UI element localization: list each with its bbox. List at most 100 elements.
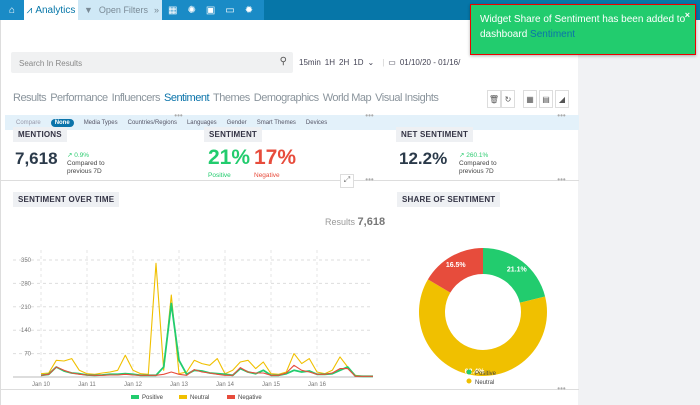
chevron-down-icon[interactable]: ⌄ [367, 58, 375, 67]
tab-demographics[interactable]: Demographics [253, 92, 319, 104]
legend-label: Positive [142, 395, 164, 400]
time-selector: 15min 1H 2H 1D ⌄ | ▭ 01/10/20 - 01/16/ [299, 58, 460, 67]
compare-smart-themes[interactable]: Smart Themes [256, 119, 296, 126]
slice-label: 16.5% [446, 262, 467, 269]
results-label: Results [325, 217, 356, 227]
sentiment-over-time-chart: 70 140 210 280 350 Jan 10 Jan 11 Jan 12 Jan 13 Ja… [13, 250, 373, 400]
compare-media-types[interactable]: Media Types [83, 119, 118, 126]
dashboard-link[interactable]: Sentiment [530, 29, 576, 40]
pie-slice-negative [427, 248, 483, 293]
home-button[interactable]: ⌂ [0, 0, 24, 20]
legend-label: Neutral [190, 395, 209, 400]
x-tick-label: Jan 12 [124, 382, 143, 388]
widget-menu-button[interactable]: ••• [174, 111, 183, 120]
time-1h[interactable]: 1H [324, 58, 336, 67]
over-time-title: SENTIMENT OVER TIME [13, 192, 120, 207]
negative-label: Negative [254, 172, 280, 179]
mentions-delta: ↗ 0.9% Compared to previous 7D [67, 152, 105, 175]
net-sentiment-title: NET SENTIMENT [396, 127, 474, 142]
mentions-title: MENTIONS [13, 127, 67, 142]
y-tick-label: 70 [24, 352, 31, 358]
filters-label: Open Filters [98, 5, 148, 15]
alert-button[interactable]: ◢ [555, 90, 569, 108]
tab-bar: Results Performance Influencers Sentimen… [13, 92, 439, 104]
widget-menu-button[interactable]: ••• [557, 175, 566, 184]
tab-results[interactable]: Results [13, 92, 47, 104]
delta-value: 0.9% [74, 152, 90, 159]
y-tick-label: 350 [21, 258, 32, 264]
net-delta: ↗ 260.1% Compared to previous 7D [459, 152, 497, 175]
x-tick-label: Jan 16 [308, 382, 327, 388]
compare-devices[interactable]: Devices [305, 119, 328, 126]
lightbulb-icon[interactable]: ✺ [187, 4, 196, 16]
dashboard-icon[interactable]: ▦ [168, 4, 178, 16]
series-line-negative [40, 364, 373, 377]
x-tick-label: Jan 15 [262, 382, 281, 388]
slice-label: 62.4% [465, 368, 486, 375]
search-icon[interactable]: ⚲ [279, 56, 287, 67]
series-line-positive [40, 302, 373, 378]
negative-value: 17% [254, 146, 297, 169]
report-icon[interactable]: ▣ [205, 4, 216, 16]
search-placeholder: Search In Results [19, 59, 83, 68]
monitor-icon[interactable]: ▭ [225, 4, 235, 16]
sentiment-title: SENTIMENT [204, 127, 263, 142]
legend-dot [466, 369, 472, 375]
legend-dot [466, 378, 472, 384]
results-value: 7,618 [357, 216, 386, 228]
share-title: SHARE OF SENTIMENT [397, 192, 501, 207]
x-tick-label: Jan 10 [32, 382, 51, 388]
widget-menu-button[interactable]: ••• [557, 384, 566, 393]
compare-none[interactable]: None [50, 118, 74, 127]
search-input[interactable]: Search In Results ⚲ [11, 52, 293, 73]
y-tick-label: 140 [21, 328, 32, 334]
positive-value: 21% [208, 146, 251, 169]
calendar-icon[interactable]: ▭ [388, 58, 396, 67]
date-range[interactable]: 01/10/20 - 01/16/ [399, 58, 461, 67]
compare-label: Compare [16, 119, 41, 126]
tab-performance[interactable]: Performance [50, 92, 108, 104]
main-content: Search In Results ⚲ 15min 1H 2H 1D ⌄ | ▭ … [0, 20, 579, 405]
notification-toast: Widget Share of Sentiment has been added… [470, 4, 696, 55]
time-2h[interactable]: 2H [339, 58, 350, 67]
home-icon: ⌂ [8, 4, 16, 16]
widget-menu-button[interactable]: ••• [365, 111, 374, 120]
compare-languages[interactable]: Languages [186, 119, 217, 126]
delete-button[interactable]: 🗑 [487, 90, 501, 108]
pie-slice-neutral [419, 279, 547, 376]
tab-world-map[interactable]: World Map [322, 92, 372, 104]
close-icon[interactable]: × [684, 10, 690, 20]
tab-visual-insights[interactable]: Visual Insights [375, 92, 439, 104]
chevron-down-icon: » [153, 5, 159, 15]
tab-sentiment[interactable]: Sentiment [163, 92, 210, 104]
time-15min[interactable]: 15min [299, 58, 321, 67]
expand-icon[interactable]: ⤢ [340, 174, 354, 188]
open-filters-button[interactable]: ▼ Open Filters » [78, 0, 162, 20]
analytics-label: Analytics [35, 4, 76, 16]
widget-menu-button[interactable]: ••• [557, 111, 566, 120]
time-1d[interactable]: 1D [353, 58, 364, 67]
delta-note: Compared to [67, 160, 105, 167]
add-widget-button[interactable]: ▦ [523, 90, 537, 108]
legend-swatch [179, 395, 187, 399]
legend-label: Neutral [475, 380, 494, 385]
legend-swatch [131, 395, 139, 399]
delta-value: 260.1% [466, 152, 489, 159]
export-button[interactable]: ▤ [539, 90, 553, 108]
compare-gender[interactable]: Gender [226, 119, 247, 126]
filter-icon: ▼ [84, 5, 93, 15]
delta-note: previous 7D [459, 168, 494, 175]
widget-menu-button[interactable]: ••• [365, 175, 374, 184]
compare-countries[interactable]: Countries/Regions [127, 119, 177, 126]
analytics-tab[interactable]: ⩘ Analytics [24, 0, 78, 20]
chart-icon: ⩘ [26, 4, 33, 16]
tab-influencers[interactable]: Influencers [111, 92, 161, 104]
results-count: Results 7,618 [325, 216, 385, 228]
pie-slice-positive [483, 248, 546, 303]
delta-note: Compared to [459, 160, 497, 167]
net-sentiment-value: 12.2% [399, 149, 448, 168]
tab-themes[interactable]: Themes [213, 92, 250, 104]
gear-icon[interactable]: ✹ [244, 4, 254, 16]
refresh-button[interactable]: ↻ [501, 90, 515, 108]
